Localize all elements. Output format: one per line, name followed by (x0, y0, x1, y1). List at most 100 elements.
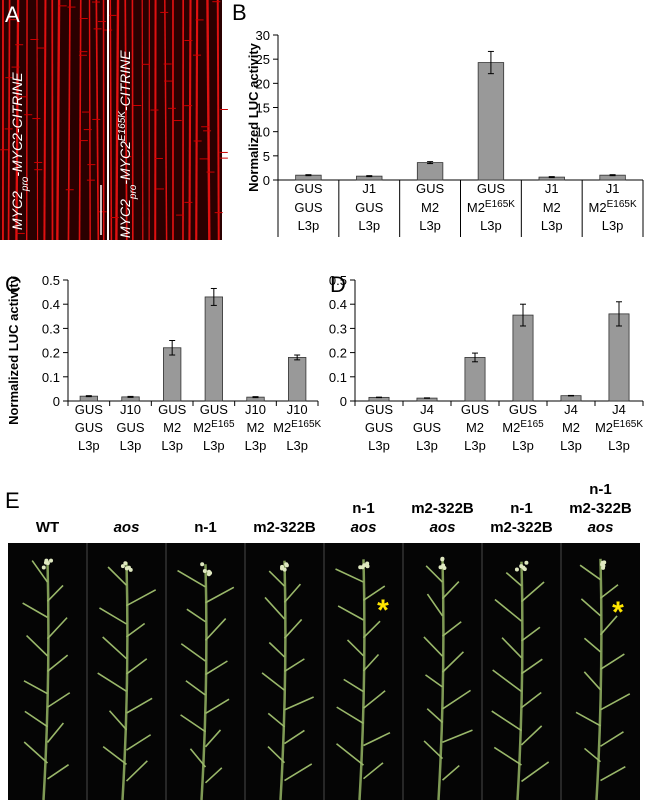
x-tick-label: L3p (464, 438, 486, 453)
x-tick-label: M2E165K (589, 199, 637, 216)
label-part: -CITRINE (117, 50, 133, 111)
plant-silique (204, 729, 222, 748)
plant-silique (126, 697, 153, 714)
bar (512, 314, 534, 402)
x-tick-label: M2E165K (273, 419, 321, 436)
plant-flower (601, 565, 606, 570)
x-tick-label: L3p (541, 218, 563, 233)
plant-silique (189, 748, 207, 768)
plant-flower (206, 569, 211, 574)
bar (204, 296, 223, 402)
label-part: MYC2 (9, 191, 25, 230)
plant-silique (425, 565, 444, 583)
error-bar (252, 396, 259, 399)
plant-silique (343, 678, 364, 693)
plant-silique (362, 653, 380, 672)
plant-silique (264, 596, 286, 620)
x-tick-label: GUS (116, 420, 145, 435)
x-tick-label: L3p (368, 438, 390, 453)
plant-silique (261, 672, 285, 691)
plant-flower (41, 565, 46, 570)
plant-silique (284, 763, 313, 782)
label-sup: E165 (520, 419, 544, 430)
cell-wall (195, 0, 199, 241)
x-tick-label: M2E165 (193, 419, 235, 436)
x-tick-label: GUS (200, 402, 229, 417)
plant-silique (205, 660, 228, 676)
error-bar (210, 287, 217, 306)
x-tick-label: M2 (543, 200, 561, 215)
plant-silique (23, 741, 49, 764)
plant-silique (180, 714, 206, 733)
plant-silique (268, 570, 286, 587)
plant-silique (284, 729, 305, 745)
x-tick-label: GUS (75, 402, 104, 417)
plant-flower (524, 560, 529, 565)
panel-letter: B (232, 0, 247, 25)
construct-label: MYC2pro-MYC2E165K-CITRINE (117, 50, 139, 238)
plant-flower (124, 566, 129, 571)
plant-flower (519, 564, 524, 569)
plant-silique (362, 762, 384, 780)
plant-silique (31, 560, 49, 583)
error-bar (427, 161, 434, 165)
panel-letter: C (5, 272, 21, 297)
panel-letter: A (5, 2, 20, 27)
plant-flower (358, 565, 363, 570)
label-sup: E165K (117, 110, 128, 141)
genotype-label: n-1 (589, 481, 612, 498)
panel-e: E WT aos n-1 m2-322B n-1 aos m2-322B aos n-1 m2-3… (5, 481, 640, 800)
cell-wall (43, 0, 47, 241)
x-tick-label: GUS (461, 402, 490, 417)
genotype-label: aos (430, 519, 456, 536)
plant-flower (442, 565, 447, 570)
cell-walls (0, 0, 228, 241)
x-tick-label: M2 (466, 420, 484, 435)
label-part: M2 (502, 420, 520, 435)
plant-silique (599, 615, 618, 636)
x-tick-label: L3p (560, 438, 582, 453)
plant-silique (46, 617, 68, 640)
plant-silique (442, 621, 462, 637)
x-tick-label: L3p (419, 218, 441, 233)
label-sub: pro (128, 184, 139, 200)
x-tick-label: J4 (420, 402, 434, 417)
plant-silique (24, 710, 48, 728)
genotype-label: m2-322B (490, 519, 553, 536)
plant-flower (600, 560, 605, 565)
genotype-label: n-1 (352, 500, 375, 517)
label-sup: E165K (485, 199, 515, 210)
plant-silique (425, 674, 443, 688)
x-tick-label: GUS (365, 402, 394, 417)
plant-silique (505, 571, 523, 587)
label-part: M2 (467, 200, 485, 215)
plant-silique (583, 747, 602, 763)
x-tick-label: J1 (545, 181, 559, 196)
cell-wall (164, 0, 168, 241)
x-tick-label: L3p (161, 438, 183, 453)
x-tick-label: L3p (358, 218, 380, 233)
label-part: -MYC2-CITRINE (9, 72, 25, 177)
x-tick-label: L3p (245, 438, 267, 453)
plant-flower (49, 558, 54, 563)
x-tick-label: GUS (509, 402, 538, 417)
plant-silique (284, 696, 314, 711)
cell-wall (141, 0, 144, 241)
label-part: -MYC2 (117, 141, 133, 185)
plant-silique (493, 746, 522, 766)
y-tick-label: 0 (53, 394, 60, 409)
y-tick-label: 0.1 (329, 370, 347, 385)
x-tick-label: GUS (477, 181, 506, 196)
cell-wall (115, 0, 120, 241)
cell-wall (216, 0, 220, 241)
y-tick-label: 30 (256, 28, 270, 43)
y-tick-label: 15 (256, 101, 270, 116)
plant-silique (180, 643, 206, 662)
error-bar (548, 176, 555, 179)
y-tick-label: 0.4 (329, 297, 347, 312)
cell-wall (15, 0, 20, 241)
x-tick-label: L3p (416, 438, 438, 453)
plant-flower (362, 563, 367, 568)
cell-wall (36, 0, 39, 241)
bar (464, 357, 486, 402)
